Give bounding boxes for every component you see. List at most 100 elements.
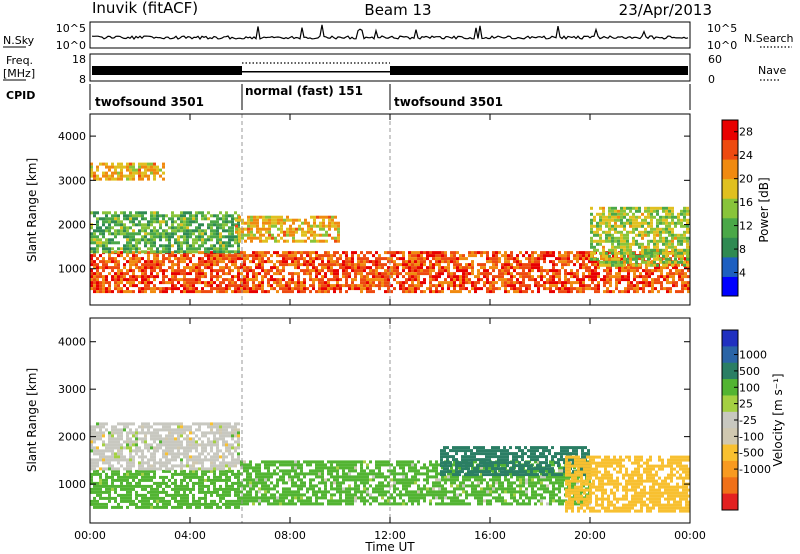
heatmap-cell: [108, 493, 111, 497]
heatmap-cell: [590, 242, 593, 246]
heatmap-cell: [141, 165, 144, 169]
heatmap-cell: [318, 272, 321, 276]
heatmap-cell: [262, 227, 265, 231]
heatmap-cell: [591, 275, 594, 279]
heatmap-cell: [372, 272, 375, 276]
heatmap-cell: [345, 487, 348, 491]
heatmap-cell: [438, 281, 441, 285]
heatmap-cell: [96, 449, 99, 453]
heatmap-cell: [291, 460, 294, 464]
heatmap-cell: [261, 275, 264, 279]
heatmap-cell: [603, 284, 606, 288]
heatmap-cell: [378, 257, 381, 261]
heatmap-cell: [276, 281, 279, 285]
heatmap-cell: [225, 278, 228, 282]
heatmap-cell: [147, 177, 150, 181]
heatmap-cell: [120, 223, 123, 227]
heatmap-cell: [659, 233, 662, 237]
heatmap-cell: [642, 284, 645, 288]
heatmap-cell: [225, 235, 228, 239]
heatmap-cell: [111, 275, 114, 279]
heatmap-cell: [444, 266, 447, 270]
heatmap-cell: [633, 290, 636, 294]
heatmap-cell: [312, 460, 315, 464]
heatmap-cell: [301, 239, 304, 243]
heatmap-cell: [292, 221, 295, 225]
heatmap-cell: [671, 236, 674, 240]
heatmap-cell: [238, 218, 241, 222]
heatmap-cell: [234, 461, 237, 465]
heatmap-cell: [279, 463, 282, 467]
heatmap-cell: [207, 211, 210, 215]
heatmap-cell: [162, 481, 165, 485]
heatmap-cell: [288, 284, 291, 288]
heatmap-cell: [348, 287, 351, 291]
heatmap-cell: [111, 232, 114, 236]
heatmap-cell: [450, 278, 453, 282]
heatmap-cell: [348, 490, 351, 494]
heatmap-cell: [201, 431, 204, 435]
heatmap-cell: [114, 487, 117, 491]
heatmap-cell: [213, 263, 216, 267]
heatmap-cell: [270, 481, 273, 485]
heatmap-cell: [249, 490, 252, 494]
heatmap-cell: [636, 266, 639, 270]
heatmap-cell: [192, 238, 195, 242]
heatmap-cell: [204, 478, 207, 482]
heatmap-cell: [492, 257, 495, 261]
heatmap-cell: [117, 241, 120, 245]
heatmap-cell: [480, 251, 483, 255]
heatmap-cell: [417, 257, 420, 261]
heatmap-cell: [120, 290, 123, 294]
heatmap-cell: [171, 254, 174, 258]
heatmap-cell: [123, 472, 126, 476]
heatmap-cell: [585, 254, 588, 258]
heatmap-cell: [174, 455, 177, 459]
heatmap-cell: [222, 455, 225, 459]
heatmap-cell: [216, 440, 219, 444]
heatmap-cell: [259, 236, 262, 240]
heatmap-cell: [315, 463, 318, 467]
heatmap-cell: [228, 493, 231, 497]
heatmap-cell: [624, 269, 627, 273]
heatmap-cell: [653, 233, 656, 237]
heatmap-cell: [417, 272, 420, 276]
heatmap-cell: [351, 502, 354, 506]
heatmap-cell: [198, 226, 201, 230]
heatmap-cell: [132, 254, 135, 258]
heatmap-cell: [582, 257, 585, 261]
heatmap-cell: [609, 269, 612, 273]
heatmap-cell: [216, 263, 219, 267]
heatmap-cell: [99, 244, 102, 248]
heatmap-cell: [300, 484, 303, 488]
heatmap-cell: [504, 263, 507, 267]
heatmap-cell: [213, 467, 216, 471]
heatmap-cell: [132, 229, 135, 233]
heatmap-cell: [183, 452, 186, 456]
heatmap-cell: [180, 487, 183, 491]
heatmap-cell: [408, 257, 411, 261]
heatmap-cell: [626, 239, 629, 243]
heatmap-cell: [165, 458, 168, 462]
heatmap-cell: [507, 290, 510, 294]
heatmap-cell: [238, 236, 241, 240]
heatmap-cell: [342, 472, 345, 476]
heatmap-cell: [135, 275, 138, 279]
heatmap-cell: [210, 422, 213, 426]
heatmap-cell: [337, 227, 340, 231]
heatmap-cell: [111, 171, 114, 175]
heatmap-cell: [357, 260, 360, 264]
heatmap-cell: [327, 263, 330, 267]
heatmap-cell: [225, 493, 228, 497]
heatmap-cell: [668, 233, 671, 237]
heatmap-cell: [237, 493, 240, 497]
heatmap-cell: [486, 281, 489, 285]
heatmap-cell: [138, 281, 141, 285]
heatmap-cell: [189, 472, 192, 476]
heatmap-cell: [375, 278, 378, 282]
heatmap-cell: [313, 215, 316, 219]
heatmap-cell: [333, 481, 336, 485]
heatmap-cell: [396, 275, 399, 279]
heatmap-cell: [201, 217, 204, 221]
heatmap-cell: [171, 472, 174, 476]
